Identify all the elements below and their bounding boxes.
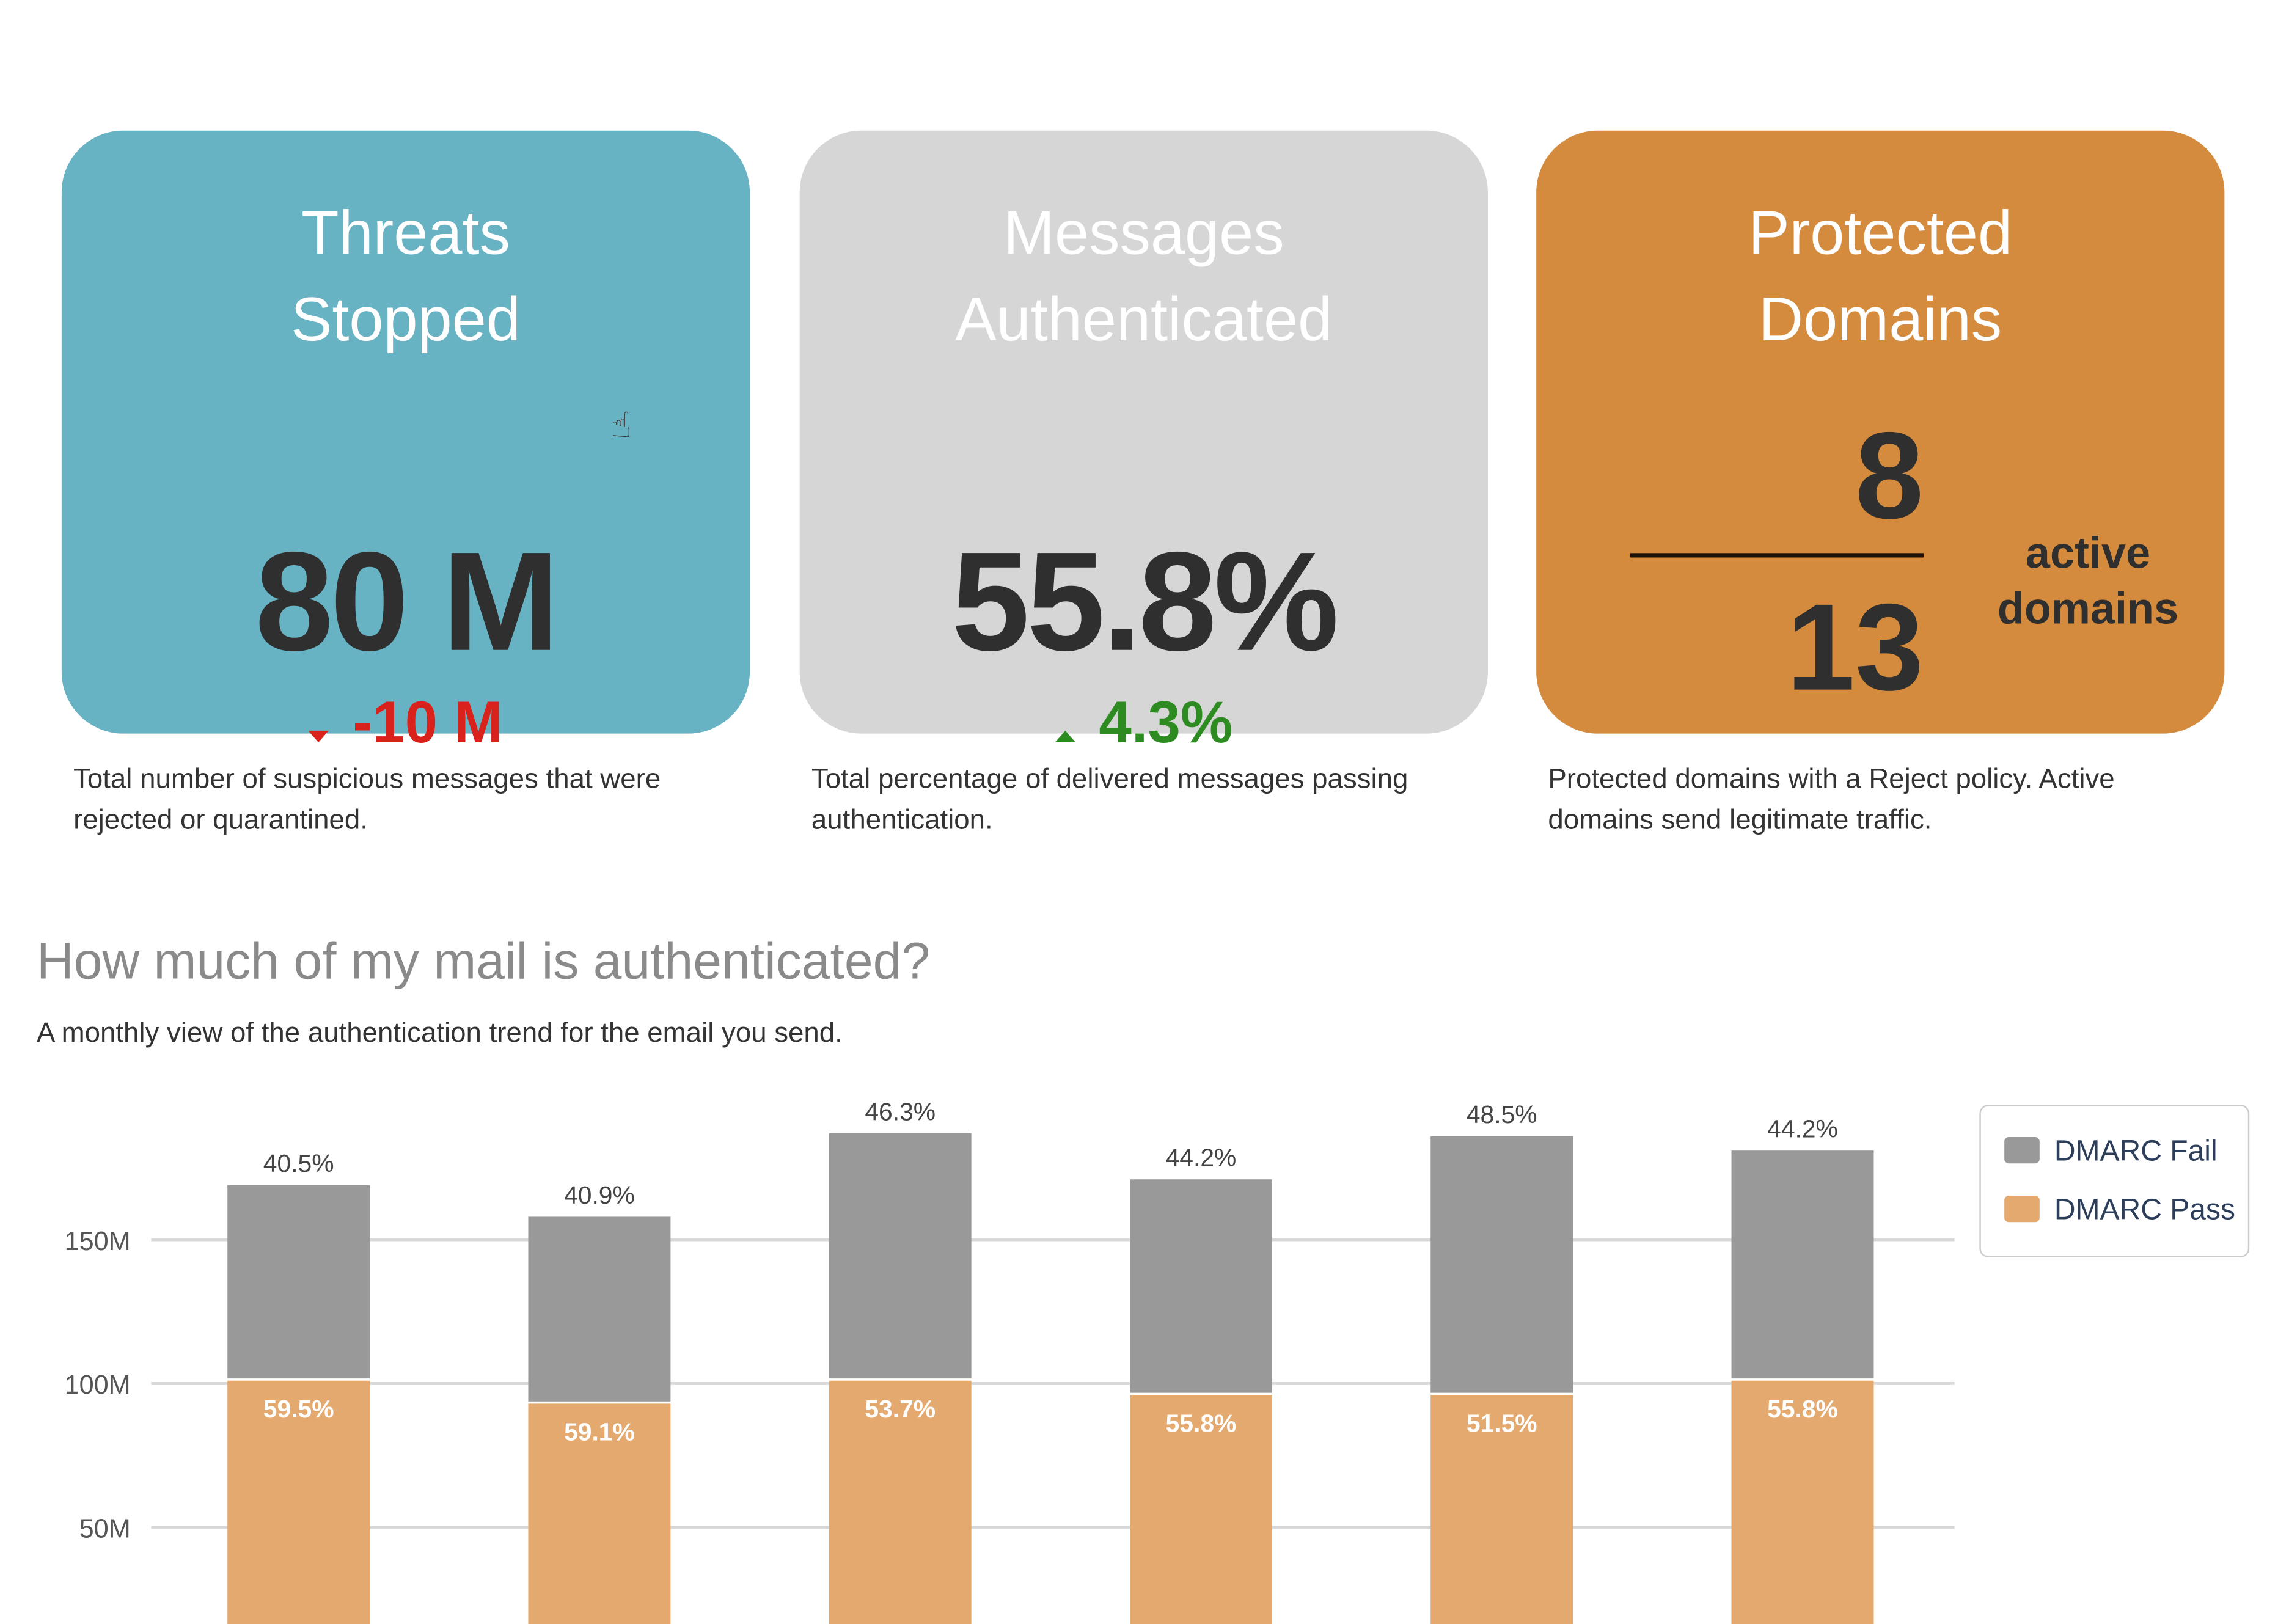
fail-data-label: 40.5%	[263, 1149, 334, 1177]
auth-trend-chart: 50M 100M 150M 59.5% 40.5% 59.1% 40.9% 53.7% 46.3…	[65, 1097, 1955, 1624]
auth-description: Total percentage of delivered messages p…	[811, 764, 1408, 836]
bar-dmarc-fail	[528, 1216, 671, 1402]
threats-value: 80 M	[255, 524, 559, 681]
card-title: Threats Stopped	[291, 198, 521, 354]
hand-cursor-icon: ☝	[610, 406, 632, 446]
auth-value: 55.8%	[951, 524, 1339, 681]
card-title: Protected Domains	[1748, 198, 2013, 354]
messages-authenticated-card[interactable]: Messages Authenticated 55.8% 4.3%	[799, 130, 1488, 756]
y-tick-label: 100M	[65, 1370, 131, 1400]
section-subtitle: A monthly view of the authentication tre…	[37, 1018, 843, 1049]
pass-data-label: 53.7%	[865, 1395, 936, 1423]
fail-data-label: 44.2%	[1767, 1115, 1838, 1143]
bar-dmarc-fail	[829, 1133, 972, 1379]
pass-swatch	[2004, 1196, 2040, 1223]
y-tick-label: 150M	[65, 1227, 131, 1256]
fail-data-label: 44.2%	[1166, 1144, 1237, 1172]
pass-data-label: 59.1%	[564, 1417, 635, 1446]
bar-dmarc-pass	[829, 1380, 972, 1624]
card-title: Messages Authenticated	[955, 198, 1333, 354]
caret-down-icon	[309, 731, 329, 744]
legend-item-fail[interactable]: DMARC Fail	[2004, 1136, 2218, 1169]
protected-count: 8	[1855, 406, 1924, 544]
pass-data-label: 55.8%	[1767, 1395, 1838, 1423]
fail-data-label: 40.9%	[564, 1181, 635, 1209]
active-domains-label: active domains	[1997, 529, 2179, 634]
protected-domains-card[interactable]: Protected Domains 8 13 active domains	[1536, 130, 2225, 734]
threats-stopped-card[interactable]: Threats Stopped 80 M -10 M	[61, 130, 750, 756]
bar-dmarc-fail	[1430, 1136, 1573, 1393]
caret-up-icon	[1055, 731, 1075, 744]
chart-legend: DMARC Fail DMARC Pass	[1979, 1105, 2250, 1257]
bar-dmarc-pass	[227, 1380, 370, 1624]
pass-data-label: 59.5%	[263, 1395, 334, 1423]
legend-item-pass[interactable]: DMARC Pass	[2004, 1194, 2235, 1228]
threats-delta: -10 M	[62, 688, 750, 758]
auth-delta: 4.3%	[800, 688, 1488, 758]
threats-description: Total number of suspicious messages that…	[73, 764, 661, 836]
pass-data-label: 55.8%	[1166, 1409, 1237, 1437]
bar-dmarc-pass	[528, 1403, 671, 1624]
bar-dmarc-fail	[1130, 1179, 1272, 1393]
bar-dmarc-fail	[1731, 1150, 1874, 1379]
fail-swatch	[2004, 1137, 2040, 1164]
bar-dmarc-pass	[1731, 1380, 1874, 1624]
bar-dmarc-pass	[1430, 1395, 1573, 1624]
y-tick-label: 50M	[79, 1515, 131, 1544]
fail-data-label: 48.5%	[1467, 1100, 1537, 1128]
bar-dmarc-pass	[1130, 1395, 1272, 1624]
section-title: How much of my mail is authenticated?	[37, 933, 931, 990]
pass-data-label: 51.5%	[1467, 1409, 1537, 1437]
fail-data-label: 46.3%	[865, 1097, 936, 1125]
bar-dmarc-fail	[227, 1185, 370, 1379]
domains-description: Protected domains with a Reject policy. …	[1548, 764, 2115, 836]
fraction-divider	[1630, 553, 1924, 558]
total-domains: 13	[1786, 578, 1924, 716]
